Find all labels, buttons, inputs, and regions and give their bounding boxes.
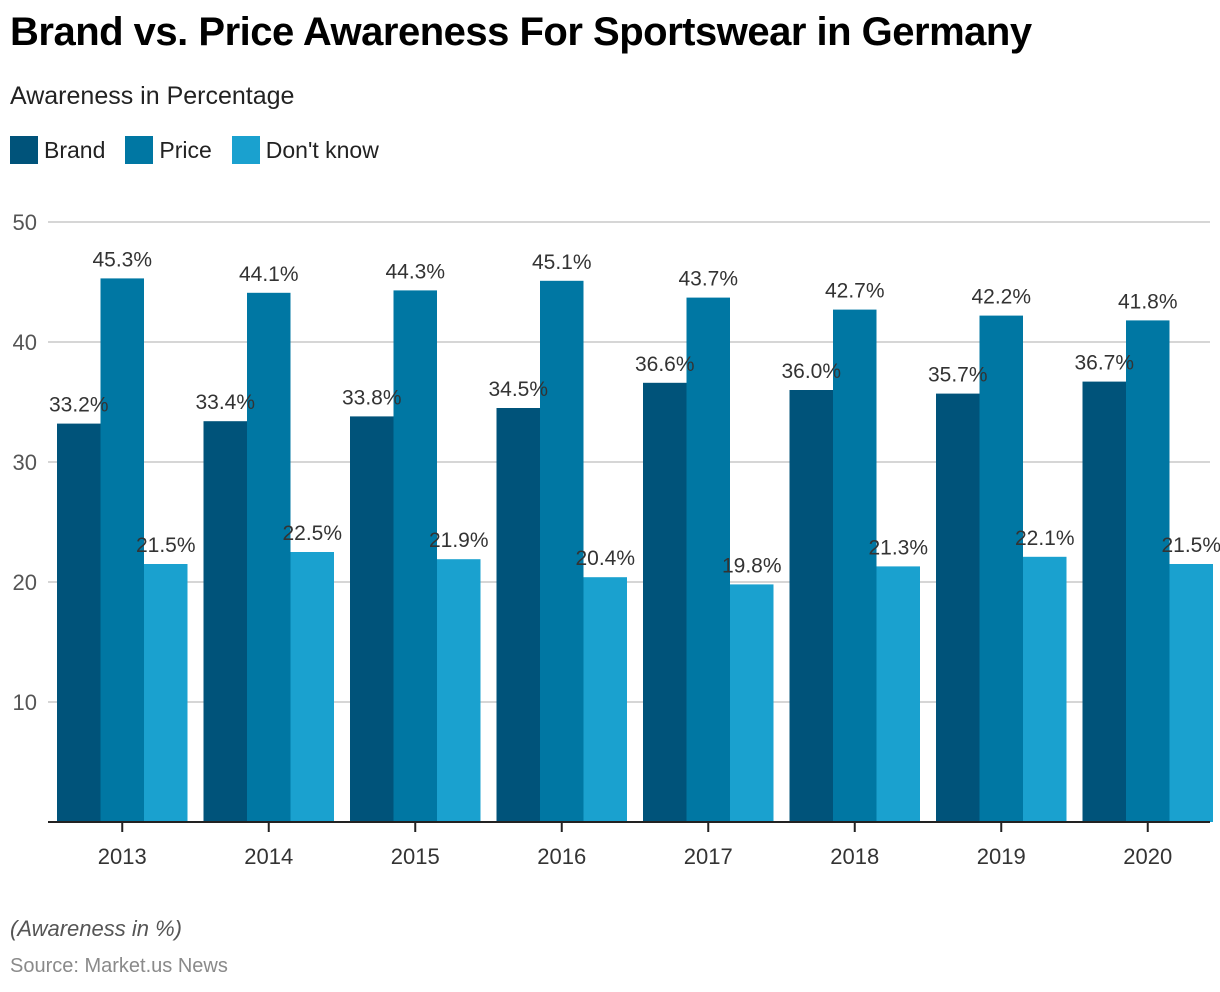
data-label: 20.4%: [575, 547, 635, 570]
chart-subtitle: Awareness in Percentage: [10, 82, 295, 110]
legend-swatch-price: [125, 136, 154, 164]
data-label: 44.3%: [385, 260, 445, 283]
bar-brand-2020[interactable]: [1082, 381, 1127, 822]
x-tick-label: 2018: [830, 844, 879, 869]
data-label: 41.8%: [1118, 290, 1178, 313]
data-label: 36.6%: [635, 353, 695, 376]
bar-chart: 33.2% 45.3% 21.5% 33.4% 44.1% 22.5% 33.8% 44.3%…: [13, 210, 1220, 869]
data-label: 36.0%: [781, 360, 841, 383]
bar-don-t-know-2015[interactable]: [437, 559, 481, 822]
data-label: 43.7%: [678, 268, 738, 291]
legend-label-price: Price: [159, 136, 212, 163]
y-tick-label: 40: [13, 330, 37, 355]
data-label: 45.3%: [92, 248, 152, 271]
legend-label-brand: Brand: [44, 136, 106, 163]
x-tick-label: 2014: [244, 844, 293, 869]
data-label: 36.7%: [1074, 352, 1134, 375]
legend-label-dont-know: Don't know: [265, 136, 379, 163]
bar-price-2018[interactable]: [833, 309, 877, 823]
chart-source: Source: Market.us News: [10, 955, 228, 977]
data-label: 35.7%: [928, 364, 988, 387]
data-label: 45.1%: [532, 251, 592, 274]
chart-note: (Awareness in %): [10, 916, 182, 941]
x-tick-label: 2017: [684, 844, 733, 869]
legend: Brand Price Don't know: [10, 136, 399, 164]
data-label: 21.3%: [868, 536, 928, 559]
bar-don-t-know-2019[interactable]: [1023, 556, 1067, 822]
bar-don-t-know-2018[interactable]: [876, 566, 921, 822]
legend-item-price[interactable]: Price: [125, 136, 212, 164]
data-label: 44.1%: [239, 263, 299, 286]
bar-brand-2019[interactable]: [936, 393, 980, 822]
data-label: 22.5%: [282, 522, 342, 545]
data-label: 33.2%: [49, 394, 109, 417]
data-labels: 33.2% 45.3% 21.5% 33.4% 44.1% 22.5% 33.8% 44.3%…: [49, 248, 1220, 577]
bar-price-2019[interactable]: [979, 315, 1024, 822]
bar-brand-2014[interactable]: [203, 421, 248, 822]
legend-swatch-dont-know: [231, 136, 260, 164]
y-tick-label: 20: [13, 570, 37, 595]
bar-brand-2015[interactable]: [350, 416, 394, 822]
y-tick-label: 10: [13, 690, 37, 715]
bar-don-t-know-2013[interactable]: [144, 564, 188, 822]
data-label: 19.8%: [722, 554, 782, 577]
bar-price-2020[interactable]: [1126, 320, 1170, 822]
bar-don-t-know-2020[interactable]: [1169, 564, 1214, 822]
bars: [57, 278, 1214, 823]
y-tick-label: 30: [13, 450, 37, 475]
data-label: 21.9%: [429, 529, 489, 552]
bar-brand-2018[interactable]: [789, 390, 834, 822]
data-label: 21.5%: [1161, 534, 1220, 557]
bar-price-2014[interactable]: [247, 292, 291, 822]
x-tick-label: 2020: [1123, 844, 1172, 869]
bar-price-2015[interactable]: [393, 290, 438, 822]
bar-price-2013[interactable]: [100, 278, 145, 822]
legend-item-brand[interactable]: Brand: [10, 136, 105, 164]
data-label: 22.1%: [1015, 527, 1075, 550]
x-tick-label: 2019: [977, 844, 1026, 869]
data-label: 42.2%: [971, 286, 1031, 309]
data-label: 34.5%: [488, 378, 548, 401]
x-tick-label: 2013: [98, 844, 147, 869]
data-label: 21.5%: [136, 534, 196, 557]
x-tick-label: 2016: [537, 844, 586, 869]
data-label: 42.7%: [825, 280, 885, 303]
x-tick-label: 2015: [391, 844, 440, 869]
bar-price-2016[interactable]: [540, 280, 584, 822]
bar-don-t-know-2014[interactable]: [290, 552, 335, 822]
data-label: 33.4%: [195, 391, 255, 414]
bar-brand-2013[interactable]: [57, 423, 101, 822]
bar-price-2017[interactable]: [686, 297, 731, 823]
bar-don-t-know-2016[interactable]: [583, 577, 628, 822]
legend-swatch-brand: [10, 136, 38, 164]
legend-item-dont-know[interactable]: Don't know: [231, 136, 379, 164]
y-tick-label: 50: [13, 210, 37, 235]
bar-don-t-know-2017[interactable]: [730, 584, 774, 822]
bar-brand-2016[interactable]: [496, 408, 541, 822]
data-label: 33.8%: [342, 386, 402, 409]
chart-title: Brand vs. Price Awareness For Sportswear…: [10, 10, 1032, 54]
bar-brand-2017[interactable]: [643, 382, 687, 822]
axes: 10 20 30 40 50 2013 2014 2015 2016 2017 2018 2019 20…: [13, 210, 1210, 869]
